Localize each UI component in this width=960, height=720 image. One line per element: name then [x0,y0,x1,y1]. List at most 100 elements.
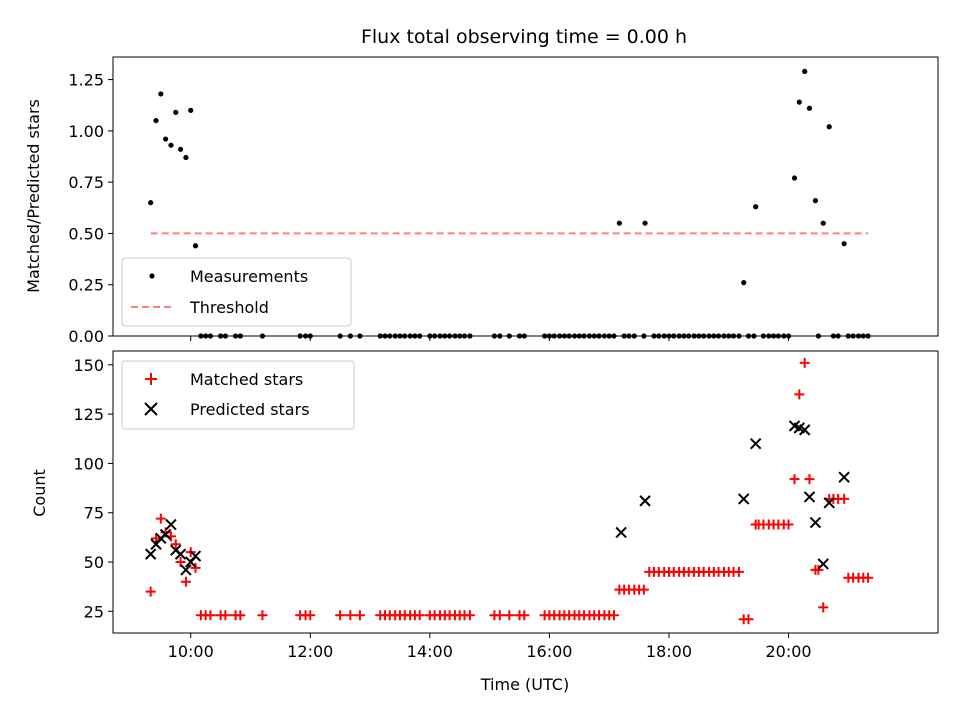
matched-star-point [155,513,166,524]
bottom-y-tick-label: 75 [84,504,104,523]
top-legend: Measurements Threshold [121,257,352,327]
predicted-star-point [165,518,177,531]
top-y-tick-label: 0.00 [68,327,104,346]
measurement-point [812,198,819,204]
predicted-star-point [180,564,192,576]
top-y-axis: 0.00 0.25 0.50 0.75 1.00 1.25 [68,71,113,346]
matched-star-point [638,584,649,595]
bottom-x-tick-label: 12:00 [287,642,333,661]
bottom-x-tick-label: 10:00 [168,642,214,661]
predicted-star-point [737,493,750,505]
measurement-point [192,243,199,249]
measurement-point [820,220,826,226]
matched-star-point [813,564,824,575]
matched-star-point [335,610,346,621]
measurement-point [616,220,622,226]
matched-star-point [789,474,800,485]
bottom-y-tick-label: 100 [73,454,104,473]
bottom-plot-area [144,357,874,625]
legend-measurements-label: Measurements [190,267,308,286]
matched-star-point [145,586,156,597]
measurement-point [177,146,184,152]
predicted-star-point [838,471,850,483]
matched-star-point [799,357,810,368]
matched-star-point [354,610,365,621]
matched-star-point [151,533,162,544]
measurement-point [802,68,808,74]
bottom-y-tick-label: 150 [73,356,104,375]
legend-measurements-marker [149,273,155,279]
legend-predicted-label: Predicted stars [190,400,310,419]
measurement-point [148,200,154,206]
matched-star-point [863,572,874,583]
measurement-point [826,124,832,130]
predicted-star-point [823,497,835,509]
top-y-tick-label: 0.50 [68,224,104,243]
bottom-x-tick-label: 14:00 [407,642,453,661]
matched-star-point [733,566,744,577]
top-panel: 0.00 0.25 0.50 0.75 1.00 1.25 Matched/Predict… [24,56,939,346]
bottom-y-tick-label: 50 [84,553,104,572]
measurement-point [741,280,747,286]
matched-star-point [305,610,316,621]
measurement-point [158,91,164,97]
legend-matched-label: Matched stars [190,370,303,389]
matched-star-point [504,610,515,621]
bottom-x-tick-label: 20:00 [765,642,811,661]
measurement-point [188,107,194,113]
matched-star-point [205,610,216,621]
bottom-y-axis-label: Count [30,469,49,517]
measurement-point [163,136,169,142]
measurement-point [168,142,174,148]
measurement-point [173,109,179,115]
matched-star-point [220,610,231,621]
x-axis-label: Time (UTC) [480,675,569,694]
measurement-point [153,117,159,124]
bottom-y-tick-label: 125 [73,405,104,424]
predicted-star-point [159,528,172,541]
matched-star-point [818,602,829,613]
legend-threshold-label: Threshold [189,298,269,317]
measurement-point [806,105,813,111]
matched-star-point [783,519,794,530]
bottom-x-tick-label: 18:00 [646,642,692,661]
matched-star-point [180,576,191,587]
matched-star-point [494,610,505,621]
matched-star-point [804,474,815,485]
measurement-point [642,220,648,226]
top-x-axis [190,336,790,341]
legend-predicted-marker [144,402,158,416]
top-y-tick-label: 0.75 [68,173,104,192]
measurement-point [753,204,759,210]
matched-star-point [743,614,754,625]
predicted-star-point [189,550,202,562]
matched-star-point [608,610,619,621]
matched-star-point [190,562,201,573]
bottom-axes-frame [112,350,939,634]
bottom-x-tick-label: 16:00 [526,642,572,661]
matched-star-point [170,539,181,550]
predicted-star-point [798,424,811,436]
matched-star-point [345,610,356,621]
matched-star-point [257,610,268,621]
predicted-star-point [817,558,829,570]
measurement-point [841,241,847,247]
top-y-tick-label: 0.25 [68,276,104,295]
legend-matched-marker [145,373,157,385]
matched-star-point [794,389,805,400]
measurement-point [796,99,802,105]
bottom-y-tick-label: 25 [84,602,104,621]
measurement-point [183,154,189,161]
predicted-star-point [639,495,651,507]
predicted-star-point [174,548,187,560]
top-y-axis-label: Matched/Predicted stars [24,99,43,293]
bottom-panel: 25 50 75 100 125 150 10:00 12:00 14:00 16:00 18:0… [30,350,939,694]
predicted-star-point [615,526,627,539]
predicted-star-point [144,548,157,560]
bottom-legend-box [121,360,355,430]
bottom-legend: Matched stars Predicted stars [121,360,355,430]
chart-title: Flux total observing time = 0.00 h [361,26,687,48]
matched-star-point [414,610,425,621]
matched-star-point [839,493,850,504]
